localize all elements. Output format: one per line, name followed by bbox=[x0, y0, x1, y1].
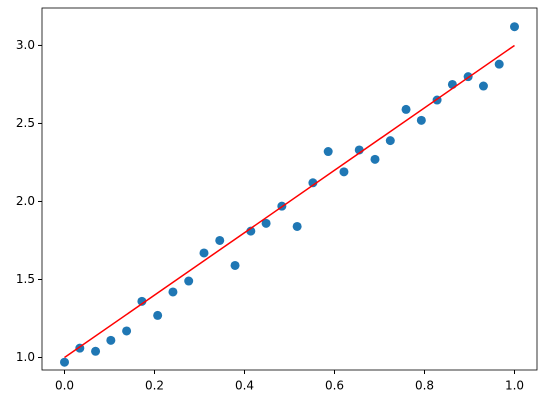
scatter-point bbox=[137, 296, 147, 306]
scatter-point bbox=[122, 326, 132, 336]
scatter-point bbox=[370, 154, 380, 164]
scatter-point bbox=[168, 287, 178, 297]
y-tick-label: 1.5 bbox=[16, 272, 35, 286]
x-tick-label: 0.2 bbox=[145, 379, 164, 393]
x-tick-label: 0.0 bbox=[55, 379, 74, 393]
scatter-point bbox=[308, 178, 318, 188]
scatter-point bbox=[339, 167, 349, 177]
y-tick-label: 3.0 bbox=[16, 38, 35, 52]
x-tick-label: 0.8 bbox=[415, 379, 434, 393]
scatter-point bbox=[60, 357, 69, 367]
scatter-point bbox=[510, 22, 519, 32]
scatter-point bbox=[261, 218, 271, 228]
scatter-point bbox=[184, 276, 194, 286]
scatter-point bbox=[91, 346, 101, 356]
plot-frame bbox=[41, 7, 538, 371]
scatter-point bbox=[230, 260, 240, 270]
scatter-point bbox=[292, 221, 302, 231]
scatter-point bbox=[385, 136, 395, 146]
scatter-point bbox=[323, 147, 333, 157]
scatter-point bbox=[401, 104, 411, 114]
scatter-point bbox=[416, 115, 426, 125]
y-tick-label: 2.0 bbox=[16, 194, 35, 208]
scatter-point bbox=[478, 81, 488, 91]
x-tick-label: 1.0 bbox=[505, 379, 524, 393]
x-tick-label: 0.4 bbox=[235, 379, 254, 393]
fit-line bbox=[64, 44, 515, 359]
scatter-point bbox=[199, 248, 209, 258]
scatter-point bbox=[153, 310, 163, 320]
y-tick-label: 1.0 bbox=[16, 350, 35, 364]
scatter-point bbox=[215, 235, 225, 245]
x-tick-label: 0.6 bbox=[325, 379, 344, 393]
y-tick-label: 2.5 bbox=[16, 116, 35, 130]
scatter-point bbox=[106, 335, 116, 345]
scatter-point bbox=[494, 59, 504, 69]
scatter-point bbox=[246, 226, 256, 236]
